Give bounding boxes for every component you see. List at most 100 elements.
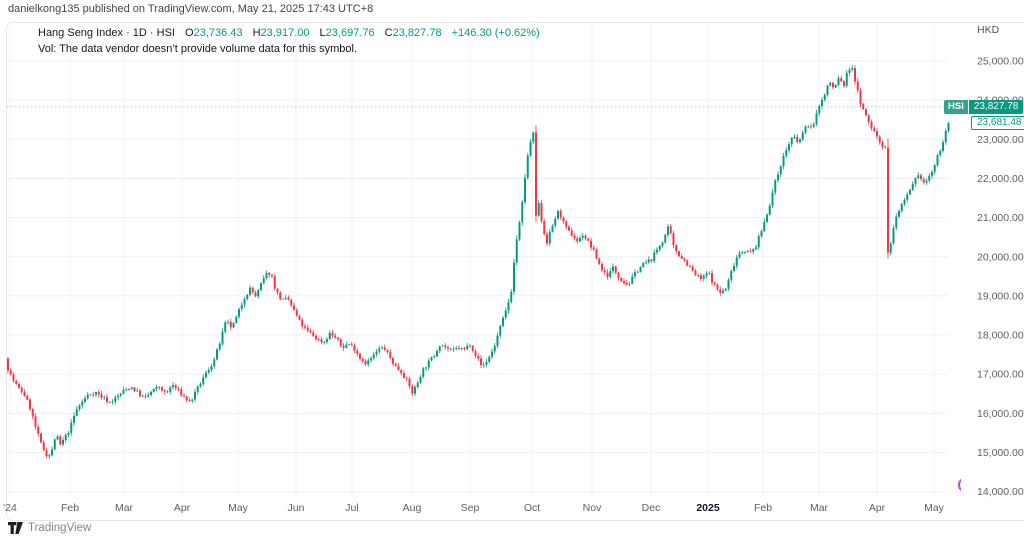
symbol-title[interactable]: Hang Seng Index · 1D · HSI bbox=[38, 27, 175, 39]
candle bbox=[933, 165, 936, 172]
candle bbox=[620, 277, 623, 281]
candle bbox=[394, 363, 397, 367]
candle bbox=[7, 358, 9, 371]
candle bbox=[895, 216, 898, 229]
candle bbox=[416, 382, 419, 388]
candle bbox=[936, 155, 939, 166]
last-price-badge: 23,827.78 bbox=[968, 100, 1024, 114]
candle bbox=[782, 155, 785, 167]
candle bbox=[342, 345, 345, 348]
candle bbox=[942, 142, 944, 151]
candle bbox=[458, 347, 460, 349]
candle bbox=[746, 251, 749, 253]
y-axis-label: 17,000.00 bbox=[977, 369, 1024, 381]
candle bbox=[312, 332, 315, 336]
candle bbox=[246, 294, 249, 300]
candle bbox=[111, 401, 114, 403]
candle bbox=[496, 335, 499, 346]
candle bbox=[551, 225, 554, 232]
candle bbox=[243, 299, 246, 305]
candle bbox=[174, 385, 177, 389]
candle bbox=[920, 175, 922, 180]
candle bbox=[339, 339, 342, 346]
candle bbox=[161, 387, 163, 391]
candle bbox=[859, 90, 862, 105]
candle bbox=[425, 367, 427, 369]
x-axis-label: Apr bbox=[174, 502, 191, 514]
candle bbox=[645, 262, 647, 264]
candle bbox=[452, 348, 455, 350]
candle bbox=[768, 205, 771, 215]
candle bbox=[125, 389, 128, 390]
candle bbox=[667, 226, 669, 235]
candle bbox=[700, 275, 702, 279]
x-axis-label: '24 bbox=[3, 502, 17, 514]
candle bbox=[466, 345, 469, 350]
candle bbox=[260, 283, 262, 291]
prev-close-badge: 23,681.48 bbox=[971, 116, 1024, 130]
candle bbox=[320, 339, 323, 343]
candle bbox=[532, 132, 535, 142]
candle bbox=[40, 433, 42, 443]
y-axis-label: 15,000.00 bbox=[977, 447, 1024, 459]
candle bbox=[183, 395, 185, 397]
candle bbox=[845, 72, 848, 86]
candle bbox=[554, 218, 557, 226]
candle bbox=[356, 350, 359, 354]
candle bbox=[669, 226, 672, 234]
candle bbox=[887, 147, 889, 253]
candle bbox=[408, 378, 411, 387]
candle bbox=[147, 394, 150, 397]
candle bbox=[771, 192, 774, 206]
candle bbox=[603, 270, 606, 273]
candle bbox=[722, 290, 724, 293]
candle bbox=[295, 309, 298, 316]
candle bbox=[515, 239, 518, 263]
candle bbox=[639, 266, 642, 272]
candle bbox=[301, 319, 304, 327]
candle bbox=[348, 344, 350, 346]
candle bbox=[268, 272, 271, 276]
candle bbox=[216, 349, 218, 360]
y-axis-label: 19,000.00 bbox=[977, 290, 1024, 302]
candle bbox=[172, 385, 174, 388]
low-label: L bbox=[319, 27, 326, 39]
candle bbox=[18, 384, 20, 388]
candle bbox=[796, 136, 799, 143]
candle bbox=[427, 360, 430, 368]
high-label: H bbox=[252, 27, 261, 39]
candle bbox=[23, 392, 26, 396]
candle bbox=[37, 426, 40, 434]
currency-label[interactable]: HKD bbox=[977, 24, 1000, 36]
candle bbox=[675, 245, 678, 252]
candle bbox=[876, 131, 878, 137]
candle bbox=[889, 243, 892, 253]
tradingview-brand-label: TradingView bbox=[28, 522, 92, 534]
candle bbox=[653, 252, 656, 262]
candle bbox=[276, 288, 279, 293]
candle bbox=[133, 387, 136, 392]
candle bbox=[397, 366, 400, 371]
candle bbox=[689, 265, 691, 267]
candle bbox=[730, 270, 733, 280]
x-axis-label: Aug bbox=[403, 502, 422, 514]
candle bbox=[67, 432, 70, 436]
candle bbox=[683, 258, 686, 261]
candle bbox=[31, 408, 34, 417]
candle bbox=[917, 175, 920, 179]
candle bbox=[790, 138, 793, 145]
candle bbox=[75, 409, 78, 416]
candle bbox=[92, 394, 95, 396]
tradingview-footer[interactable]: TradingView bbox=[8, 522, 91, 534]
candle bbox=[441, 345, 444, 347]
candle bbox=[469, 345, 471, 347]
candle bbox=[89, 394, 92, 396]
candle bbox=[438, 346, 441, 352]
x-axis-label: 2025 bbox=[696, 502, 720, 514]
candle bbox=[694, 270, 697, 276]
candle bbox=[793, 136, 796, 139]
candle bbox=[840, 78, 843, 82]
candle bbox=[540, 203, 543, 222]
candle bbox=[86, 394, 89, 399]
